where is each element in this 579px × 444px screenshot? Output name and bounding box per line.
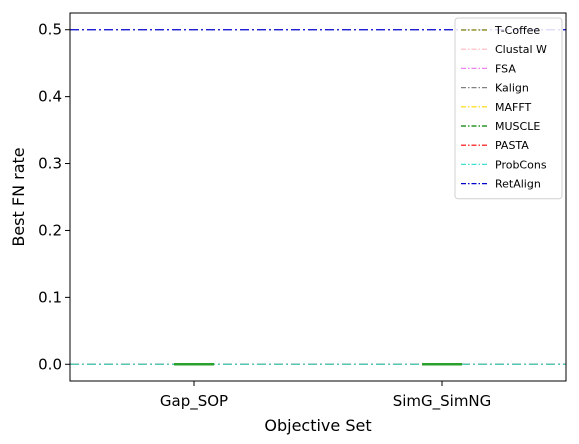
y-tick-label: 0.2 — [38, 221, 62, 239]
y-tick-label: 0.5 — [38, 21, 62, 39]
y-axis: 0.0 0.1 0.2 0.3 0.4 0.5 — [38, 21, 70, 373]
y-axis-label: Best FN rate — [9, 147, 28, 246]
legend-label: MUSCLE — [495, 120, 540, 133]
y-tick-label: 0.0 — [38, 355, 62, 373]
legend-label: Kalign — [495, 82, 529, 95]
y-tick-label: 0.3 — [38, 155, 62, 173]
x-tick-label: SimG_SimNG — [393, 392, 492, 411]
legend-box — [454, 17, 563, 200]
legend: T-Coffee Clustal W FSA Kalign MAFFT MUSCLE PAS… — [454, 17, 563, 200]
legend-label: Clustal W — [495, 43, 547, 56]
legend-label: MAFFT — [495, 101, 531, 114]
axes-frame — [69, 12, 567, 382]
legend-label: ProbCons — [495, 158, 547, 171]
legend-label: T-Coffee — [494, 24, 540, 37]
x-tick-label: Gap_SOP — [160, 392, 228, 411]
legend-label: PASTA — [495, 139, 529, 152]
y-tick-label: 0.1 — [38, 288, 62, 306]
x-axis: Gap_SOP SimG_SimNG — [160, 381, 491, 411]
legend-label: FSA — [495, 62, 516, 75]
legend-label: RetAlign — [495, 178, 541, 191]
y-tick-label: 0.4 — [38, 88, 62, 106]
x-axis-label: Objective Set — [264, 416, 371, 435]
